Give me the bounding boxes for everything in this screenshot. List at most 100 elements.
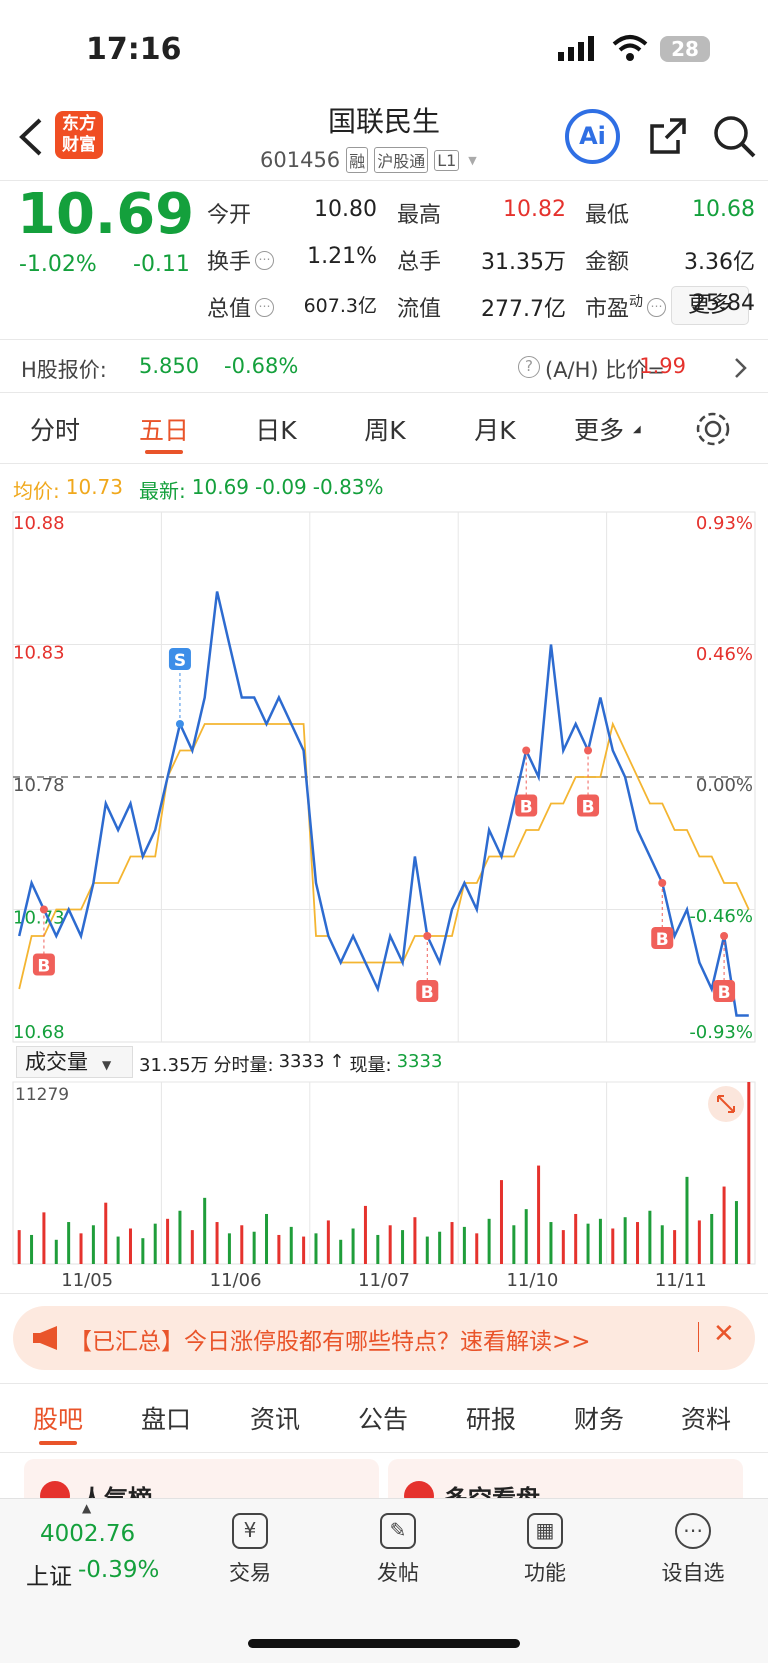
volume-bar bbox=[128, 1228, 132, 1264]
divider bbox=[0, 1383, 768, 1384]
section-tab[interactable]: 资讯 bbox=[249, 1405, 301, 1434]
trade-badge bbox=[515, 794, 538, 817]
field-label: 最高 bbox=[397, 197, 441, 229]
tab-underline bbox=[145, 450, 183, 454]
now-volume-label: 现量: bbox=[349, 1055, 392, 1076]
section-tab[interactable]: 盘口 bbox=[140, 1405, 192, 1434]
nav-label[interactable]: 交易 bbox=[229, 1561, 271, 1585]
stock-name: 国联民生 bbox=[327, 105, 441, 138]
volume-bar bbox=[747, 1082, 751, 1264]
field-value: 1.21% bbox=[307, 244, 377, 269]
info-icon[interactable]: ⋯ bbox=[255, 297, 275, 317]
volume-bar bbox=[277, 1234, 281, 1264]
divider bbox=[0, 180, 768, 181]
section-tab[interactable]: 财务 bbox=[573, 1405, 625, 1434]
y2-tick-label: -0.93% bbox=[689, 1022, 753, 1043]
volume-bar bbox=[116, 1236, 120, 1264]
nav-label[interactable]: 功能 bbox=[524, 1561, 566, 1585]
trade-point bbox=[658, 879, 667, 887]
home-indicator bbox=[248, 1639, 520, 1648]
back-button[interactable] bbox=[18, 118, 44, 156]
tab-underline bbox=[39, 1441, 77, 1445]
nav-icon[interactable]: ¥ bbox=[232, 1513, 268, 1549]
volume-bar bbox=[499, 1180, 503, 1264]
search-button[interactable] bbox=[713, 115, 757, 159]
stock-code-row: 601456 融沪股通 L1 ▼ bbox=[260, 147, 477, 173]
volume-bar bbox=[660, 1225, 664, 1264]
volume-bar bbox=[326, 1220, 330, 1264]
close-button[interactable]: ✕ bbox=[713, 1319, 735, 1349]
period-tab[interactable]: 更多 bbox=[573, 416, 625, 445]
settings-button[interactable] bbox=[694, 410, 732, 448]
divider bbox=[0, 1293, 768, 1294]
section-tab[interactable]: 研报 bbox=[465, 1405, 517, 1434]
volume-bar bbox=[710, 1213, 714, 1264]
volume-bar bbox=[524, 1209, 528, 1264]
period-tab[interactable]: 月K bbox=[474, 416, 516, 445]
news-banner[interactable]: 【已汇总】今日涨停股都有哪些特点？速看解读>> ✕ bbox=[13, 1306, 755, 1370]
app-logo: 东方财富 bbox=[55, 111, 103, 159]
period-tab[interactable]: 日K bbox=[255, 416, 297, 445]
trade-badge-label: B bbox=[421, 983, 434, 1003]
volume-bar bbox=[252, 1231, 256, 1264]
last-price: 10.69 bbox=[17, 182, 195, 247]
info-icon[interactable]: ⋯ bbox=[255, 250, 275, 270]
now-volume: 3333 bbox=[396, 1051, 443, 1072]
index-row[interactable]: 上证 -0.39% bbox=[26, 1557, 159, 1591]
field-label-text: 今开 bbox=[207, 203, 252, 228]
tick-volume: 3333 bbox=[278, 1051, 325, 1072]
signal-icon bbox=[558, 36, 594, 61]
trade-badge bbox=[577, 794, 600, 817]
last-change: -0.09 bbox=[255, 475, 307, 499]
info-icon[interactable]: ⋯ bbox=[647, 297, 667, 317]
volume-bar bbox=[673, 1230, 677, 1264]
period-tab[interactable]: 五日 bbox=[138, 416, 190, 445]
help-icon[interactable]: ? bbox=[518, 356, 540, 378]
more-button[interactable]: 更多 bbox=[671, 286, 749, 325]
section-tab[interactable]: 公告 bbox=[357, 1405, 409, 1434]
period-tab[interactable]: 周K bbox=[364, 416, 406, 445]
y2-tick-label: 0.00% bbox=[696, 775, 753, 796]
divider bbox=[0, 463, 768, 464]
nav-icon[interactable]: ✎ bbox=[380, 1513, 416, 1549]
field-label-text: 换手 bbox=[207, 250, 252, 275]
ah-ratio-label: (A/H) 比价= bbox=[545, 358, 665, 382]
chart: 10.8810.8310.7810.7310.680.93%0.46%0.00%… bbox=[12, 511, 756, 1291]
volume-selector[interactable]: 成交量 ▼ bbox=[16, 1046, 133, 1078]
volume-bar bbox=[351, 1228, 355, 1264]
dropdown-arrow[interactable]: ▼ bbox=[468, 153, 477, 167]
x-tick-label: 11/11 bbox=[655, 1270, 707, 1291]
volume-bar bbox=[302, 1236, 306, 1264]
volume-bar bbox=[586, 1223, 590, 1264]
dropdown-caret[interactable]: ◢ bbox=[633, 424, 641, 435]
section-tab[interactable]: 股吧 bbox=[32, 1405, 84, 1434]
field-label-text: 市盈 bbox=[585, 297, 630, 322]
volume-bar bbox=[438, 1231, 442, 1264]
volume-bar bbox=[648, 1210, 652, 1264]
volume-label: 成交量 bbox=[25, 1050, 88, 1074]
volume-bar bbox=[289, 1226, 293, 1264]
y2-tick-label: -0.46% bbox=[689, 906, 753, 927]
chevron[interactable] bbox=[734, 357, 748, 379]
volume-bar bbox=[388, 1225, 392, 1264]
up-arrow: ▲ bbox=[82, 1501, 92, 1515]
index-value[interactable]: 4002.76 bbox=[40, 1521, 136, 1547]
section-tab[interactable]: 资料 bbox=[680, 1405, 732, 1434]
nav-icon[interactable]: ▦ bbox=[527, 1513, 563, 1549]
nav-icon[interactable]: ⋯ bbox=[675, 1513, 711, 1549]
nav-label[interactable]: 发帖 bbox=[377, 1561, 419, 1585]
share-button[interactable] bbox=[648, 116, 688, 156]
ai-button[interactable]: Ai bbox=[565, 109, 620, 164]
trade-badge bbox=[416, 980, 439, 1002]
nav-label[interactable]: 设自选 bbox=[661, 1561, 725, 1585]
y-tick-label: 10.83 bbox=[13, 643, 65, 664]
volume-bar bbox=[42, 1212, 46, 1264]
period-tab[interactable]: 分时 bbox=[29, 416, 81, 445]
field-label: 总值 ⋯ bbox=[207, 291, 275, 323]
volume-bar bbox=[67, 1222, 71, 1264]
volume-bar bbox=[475, 1233, 479, 1264]
last-value: 10.69 bbox=[191, 475, 250, 499]
volume-bar bbox=[54, 1239, 58, 1264]
wifi-icon bbox=[612, 35, 648, 61]
